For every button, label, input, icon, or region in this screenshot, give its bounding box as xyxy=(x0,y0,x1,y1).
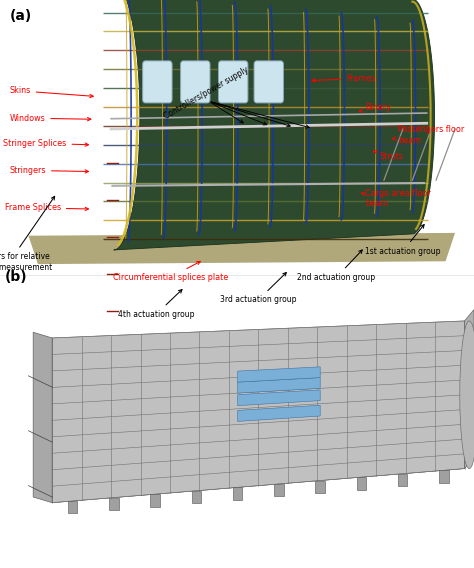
Text: 3rd actuation group: 3rd actuation group xyxy=(220,273,297,304)
Polygon shape xyxy=(237,390,320,406)
Text: 1st actuation group: 1st actuation group xyxy=(365,224,441,256)
Text: Passengers floor
beam: Passengers floor beam xyxy=(392,126,465,145)
Polygon shape xyxy=(237,378,320,393)
Polygon shape xyxy=(151,494,160,507)
Text: Encoders for relative
rotation measurement: Encoders for relative rotation measureme… xyxy=(0,197,55,272)
Polygon shape xyxy=(439,470,448,483)
Text: Cargo area floor
beam: Cargo area floor beam xyxy=(361,189,431,208)
Text: Windows: Windows xyxy=(9,114,91,123)
Polygon shape xyxy=(68,501,78,513)
Polygon shape xyxy=(465,310,474,469)
Polygon shape xyxy=(28,233,455,264)
Polygon shape xyxy=(114,0,435,250)
FancyBboxPatch shape xyxy=(254,61,283,103)
Polygon shape xyxy=(52,321,465,503)
Text: (b): (b) xyxy=(5,270,27,284)
Text: Binary: Binary xyxy=(359,103,391,112)
Polygon shape xyxy=(398,474,407,486)
Text: Skins: Skins xyxy=(9,86,93,98)
Polygon shape xyxy=(109,498,118,510)
Polygon shape xyxy=(233,487,242,500)
Polygon shape xyxy=(52,454,465,503)
Text: Stringers: Stringers xyxy=(9,166,89,175)
Text: 4th actuation group: 4th actuation group xyxy=(118,290,195,319)
Text: (a): (a) xyxy=(9,9,32,23)
FancyBboxPatch shape xyxy=(143,61,172,103)
Text: Circumferential splices plate: Circumferential splices plate xyxy=(113,261,228,282)
Polygon shape xyxy=(191,491,201,503)
Text: Stringer Splices: Stringer Splices xyxy=(3,139,89,148)
Text: Frames: Frames xyxy=(312,74,375,83)
Polygon shape xyxy=(356,477,366,490)
Polygon shape xyxy=(237,367,320,382)
FancyBboxPatch shape xyxy=(219,61,248,103)
Polygon shape xyxy=(274,484,283,496)
Text: Frame Splices: Frame Splices xyxy=(5,203,89,212)
Polygon shape xyxy=(316,481,325,493)
Ellipse shape xyxy=(460,321,474,469)
Text: 2nd actuation group: 2nd actuation group xyxy=(298,250,375,282)
Polygon shape xyxy=(237,405,320,421)
FancyBboxPatch shape xyxy=(181,61,210,103)
Text: Controllers/power supply: Controllers/power supply xyxy=(163,65,250,120)
Text: Struts: Struts xyxy=(374,151,403,161)
Polygon shape xyxy=(33,332,52,503)
